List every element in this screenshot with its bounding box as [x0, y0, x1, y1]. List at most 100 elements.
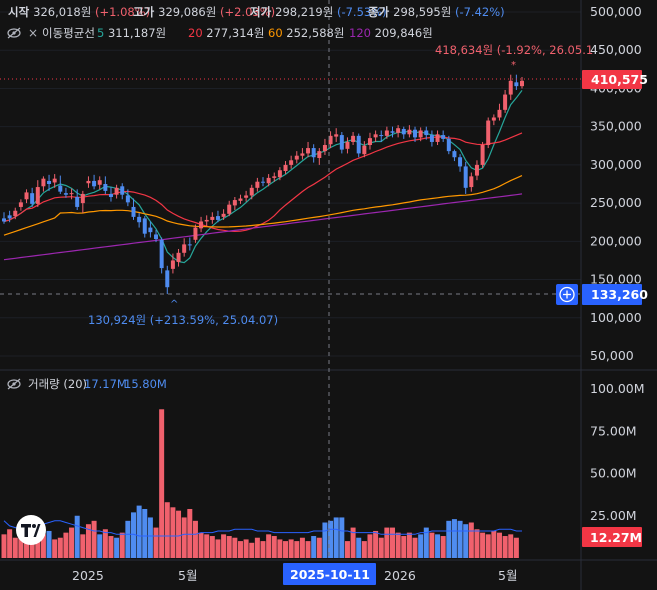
volume-bar [131, 512, 136, 558]
time-tick-label: 5월 [498, 568, 517, 583]
candle-body [367, 138, 372, 146]
candle-body [47, 180, 52, 184]
candle-body [199, 221, 204, 229]
volume-bar [114, 537, 120, 558]
volume-bar [344, 541, 350, 558]
time-tick-label: 5월 [178, 568, 197, 583]
volume-bar [429, 532, 435, 558]
ma-period: 5 [97, 26, 108, 40]
volume-bar [339, 517, 345, 558]
volume-bar [249, 542, 255, 558]
candle-body [474, 164, 479, 176]
close-icon[interactable]: × [28, 26, 38, 40]
price-tick-label: 150,000 [590, 272, 642, 287]
candle-body [30, 193, 35, 204]
candle-body [63, 193, 68, 195]
volume-bar [1, 534, 7, 558]
candle-body [362, 145, 367, 155]
volume-bar [474, 529, 480, 558]
volume-bar [108, 536, 114, 558]
candle-body [503, 94, 508, 110]
volume-bar [226, 536, 232, 558]
candle-body [75, 196, 80, 207]
volume-bar [153, 527, 159, 558]
ma-item: 5 311,187원 [97, 26, 166, 40]
volume-bar [271, 536, 277, 558]
volume-bar [356, 537, 362, 558]
last-price-label: 410,575 [591, 72, 648, 87]
candle-body [452, 151, 457, 158]
tradingview-logo-icon[interactable] [16, 515, 46, 545]
candle-body [58, 185, 63, 192]
volume-bar [85, 524, 91, 558]
eye-icon[interactable] [7, 378, 21, 390]
candle-body [266, 177, 271, 184]
volume-bar [361, 541, 367, 558]
price-tick-label: 350,000 [590, 119, 642, 134]
volume-bar [463, 524, 469, 558]
ma-5-line [3, 90, 523, 264]
volume-bar [311, 536, 317, 558]
ma-item: 60 252,588원 [268, 26, 344, 40]
candle-body [379, 135, 384, 137]
volume-bar [176, 510, 182, 558]
candle-body [356, 135, 361, 154]
eye-icon[interactable] [7, 27, 21, 39]
ohlc-value: 329,086원 [158, 5, 220, 19]
volume-bar [294, 541, 300, 558]
volume-bar [91, 520, 97, 558]
candle-body [182, 244, 187, 253]
volume-bar [243, 539, 249, 558]
candle-body [384, 130, 389, 136]
candle-body [97, 180, 102, 185]
candle-body [289, 160, 294, 165]
volume-bar [496, 532, 502, 558]
candle-body [18, 202, 23, 207]
add-alert-button[interactable] [556, 284, 578, 305]
volume-bar [7, 529, 13, 558]
candle-body [159, 239, 164, 269]
volume-bar [440, 536, 446, 558]
candle-body [165, 270, 170, 288]
candle-body [24, 192, 29, 200]
volume-bar [502, 536, 508, 558]
candle-body [294, 155, 299, 160]
volume-bar [390, 527, 395, 558]
candle-body [176, 252, 181, 262]
volume-bar [451, 519, 457, 558]
volume-title: 거래량 (20) [28, 377, 87, 391]
last-volume-label: 12.27M [590, 530, 642, 545]
candle-body [458, 157, 463, 167]
volume-bar [446, 520, 452, 558]
time-axis[interactable]: 2025 5월 2026 5월 [72, 568, 517, 583]
volume-bar [491, 530, 497, 558]
price-axis[interactable]: 500,000450,000400,000350,000300,000250,0… [590, 4, 642, 363]
candle-body [469, 176, 474, 188]
volume-bar [74, 515, 80, 558]
volume-bar [125, 520, 131, 558]
candle-body [463, 166, 468, 188]
price-tick-label: 500,000 [590, 4, 642, 19]
ma-legend[interactable]: × 이동평균선 5 311,187원 20 277,314원 60 252,588원… [7, 26, 433, 40]
volume-ma-line [3, 520, 522, 537]
volume-bar [119, 532, 125, 558]
volume-bar [435, 534, 441, 558]
volume-bar [147, 517, 153, 558]
candle-body [407, 129, 412, 135]
volume-bar [136, 505, 142, 558]
ohlc-value: 298,595원 [393, 5, 455, 19]
volume-legend[interactable]: 거래량 (20) 17.17M 15.80M [7, 377, 167, 391]
ma-value: 209,846원 [375, 26, 433, 40]
candle-body [283, 164, 288, 172]
price-tick-label: 200,000 [590, 233, 642, 248]
volume-axis[interactable]: 100.00M 75.00M 50.00M 25.00M [590, 381, 645, 523]
volume-bar [232, 537, 238, 558]
volume-bar [316, 537, 322, 558]
high-marker: * [511, 60, 516, 71]
price-tick-label: 50,000 [590, 348, 634, 363]
volume-bar [485, 534, 491, 558]
candle-body [35, 187, 40, 204]
ohlc-value: 298,219원 [275, 5, 337, 19]
candle-body [311, 148, 316, 158]
